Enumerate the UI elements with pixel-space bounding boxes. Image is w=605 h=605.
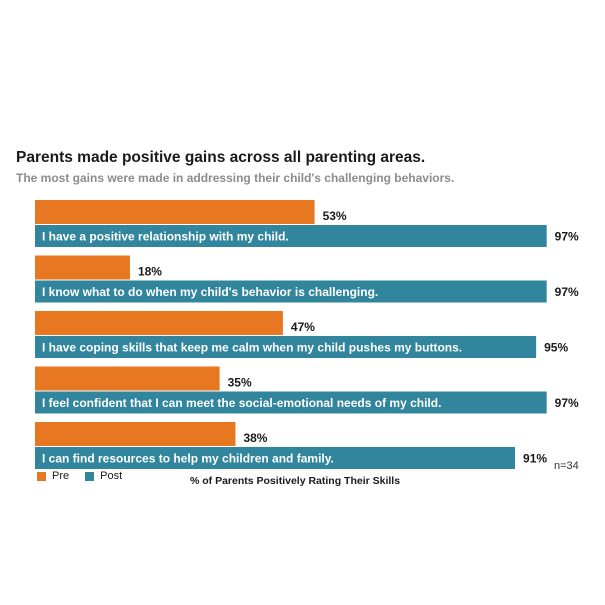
bar-post-3 — [35, 391, 547, 414]
bar-pre-2 — [35, 311, 283, 335]
bar-post-2 — [35, 336, 537, 358]
value-label-pre-1: 18% — [138, 265, 162, 279]
chart-legend: Pre Post — [37, 470, 122, 482]
category-label-1: I know what to do when my child's behavi… — [42, 285, 378, 299]
category-label-4: I can find resources to help my children… — [42, 452, 334, 466]
legend-label-post: Post — [100, 470, 123, 482]
x-axis-label: % of Parents Positively Rating Their Ski… — [190, 475, 401, 487]
legend-label-pre: Pre — [52, 470, 70, 482]
bar-pre-1 — [35, 255, 130, 280]
chart-title: Parents made positive gains across all p… — [16, 149, 426, 166]
category-label-3: I feel confident that I can meet the soc… — [42, 396, 441, 410]
bar-pre-0 — [35, 200, 315, 224]
legend-swatch-post — [85, 471, 95, 481]
chart-subtitle: The most gains were made in addressing t… — [16, 171, 455, 185]
value-label-post-1: 97% — [555, 285, 579, 299]
sample-size-note: n=34 — [554, 460, 579, 472]
legend-swatch-pre — [37, 471, 46, 481]
value-label-pre-3: 35% — [228, 376, 252, 390]
value-label-post-2: 95% — [544, 341, 568, 355]
bar-post-4 — [35, 447, 516, 469]
value-label-post-4: 91% — [523, 452, 547, 466]
bar-pre-3 — [35, 366, 220, 391]
value-label-pre-0: 53% — [323, 209, 347, 223]
value-label-pre-4: 38% — [243, 431, 267, 445]
bar-pre-4 — [35, 422, 236, 446]
bar-chart: 53% I have a positive relationship with m… — [35, 200, 579, 469]
bar-post-1 — [35, 280, 547, 303]
value-label-post-3: 97% — [555, 396, 579, 410]
bar-post-0 — [35, 225, 547, 247]
value-label-pre-2: 47% — [291, 320, 315, 334]
category-label-0: I have a positive relationship with my c… — [42, 230, 289, 244]
category-label-2: I have coping skills that keep me calm w… — [42, 341, 462, 355]
value-label-post-0: 97% — [555, 230, 579, 244]
